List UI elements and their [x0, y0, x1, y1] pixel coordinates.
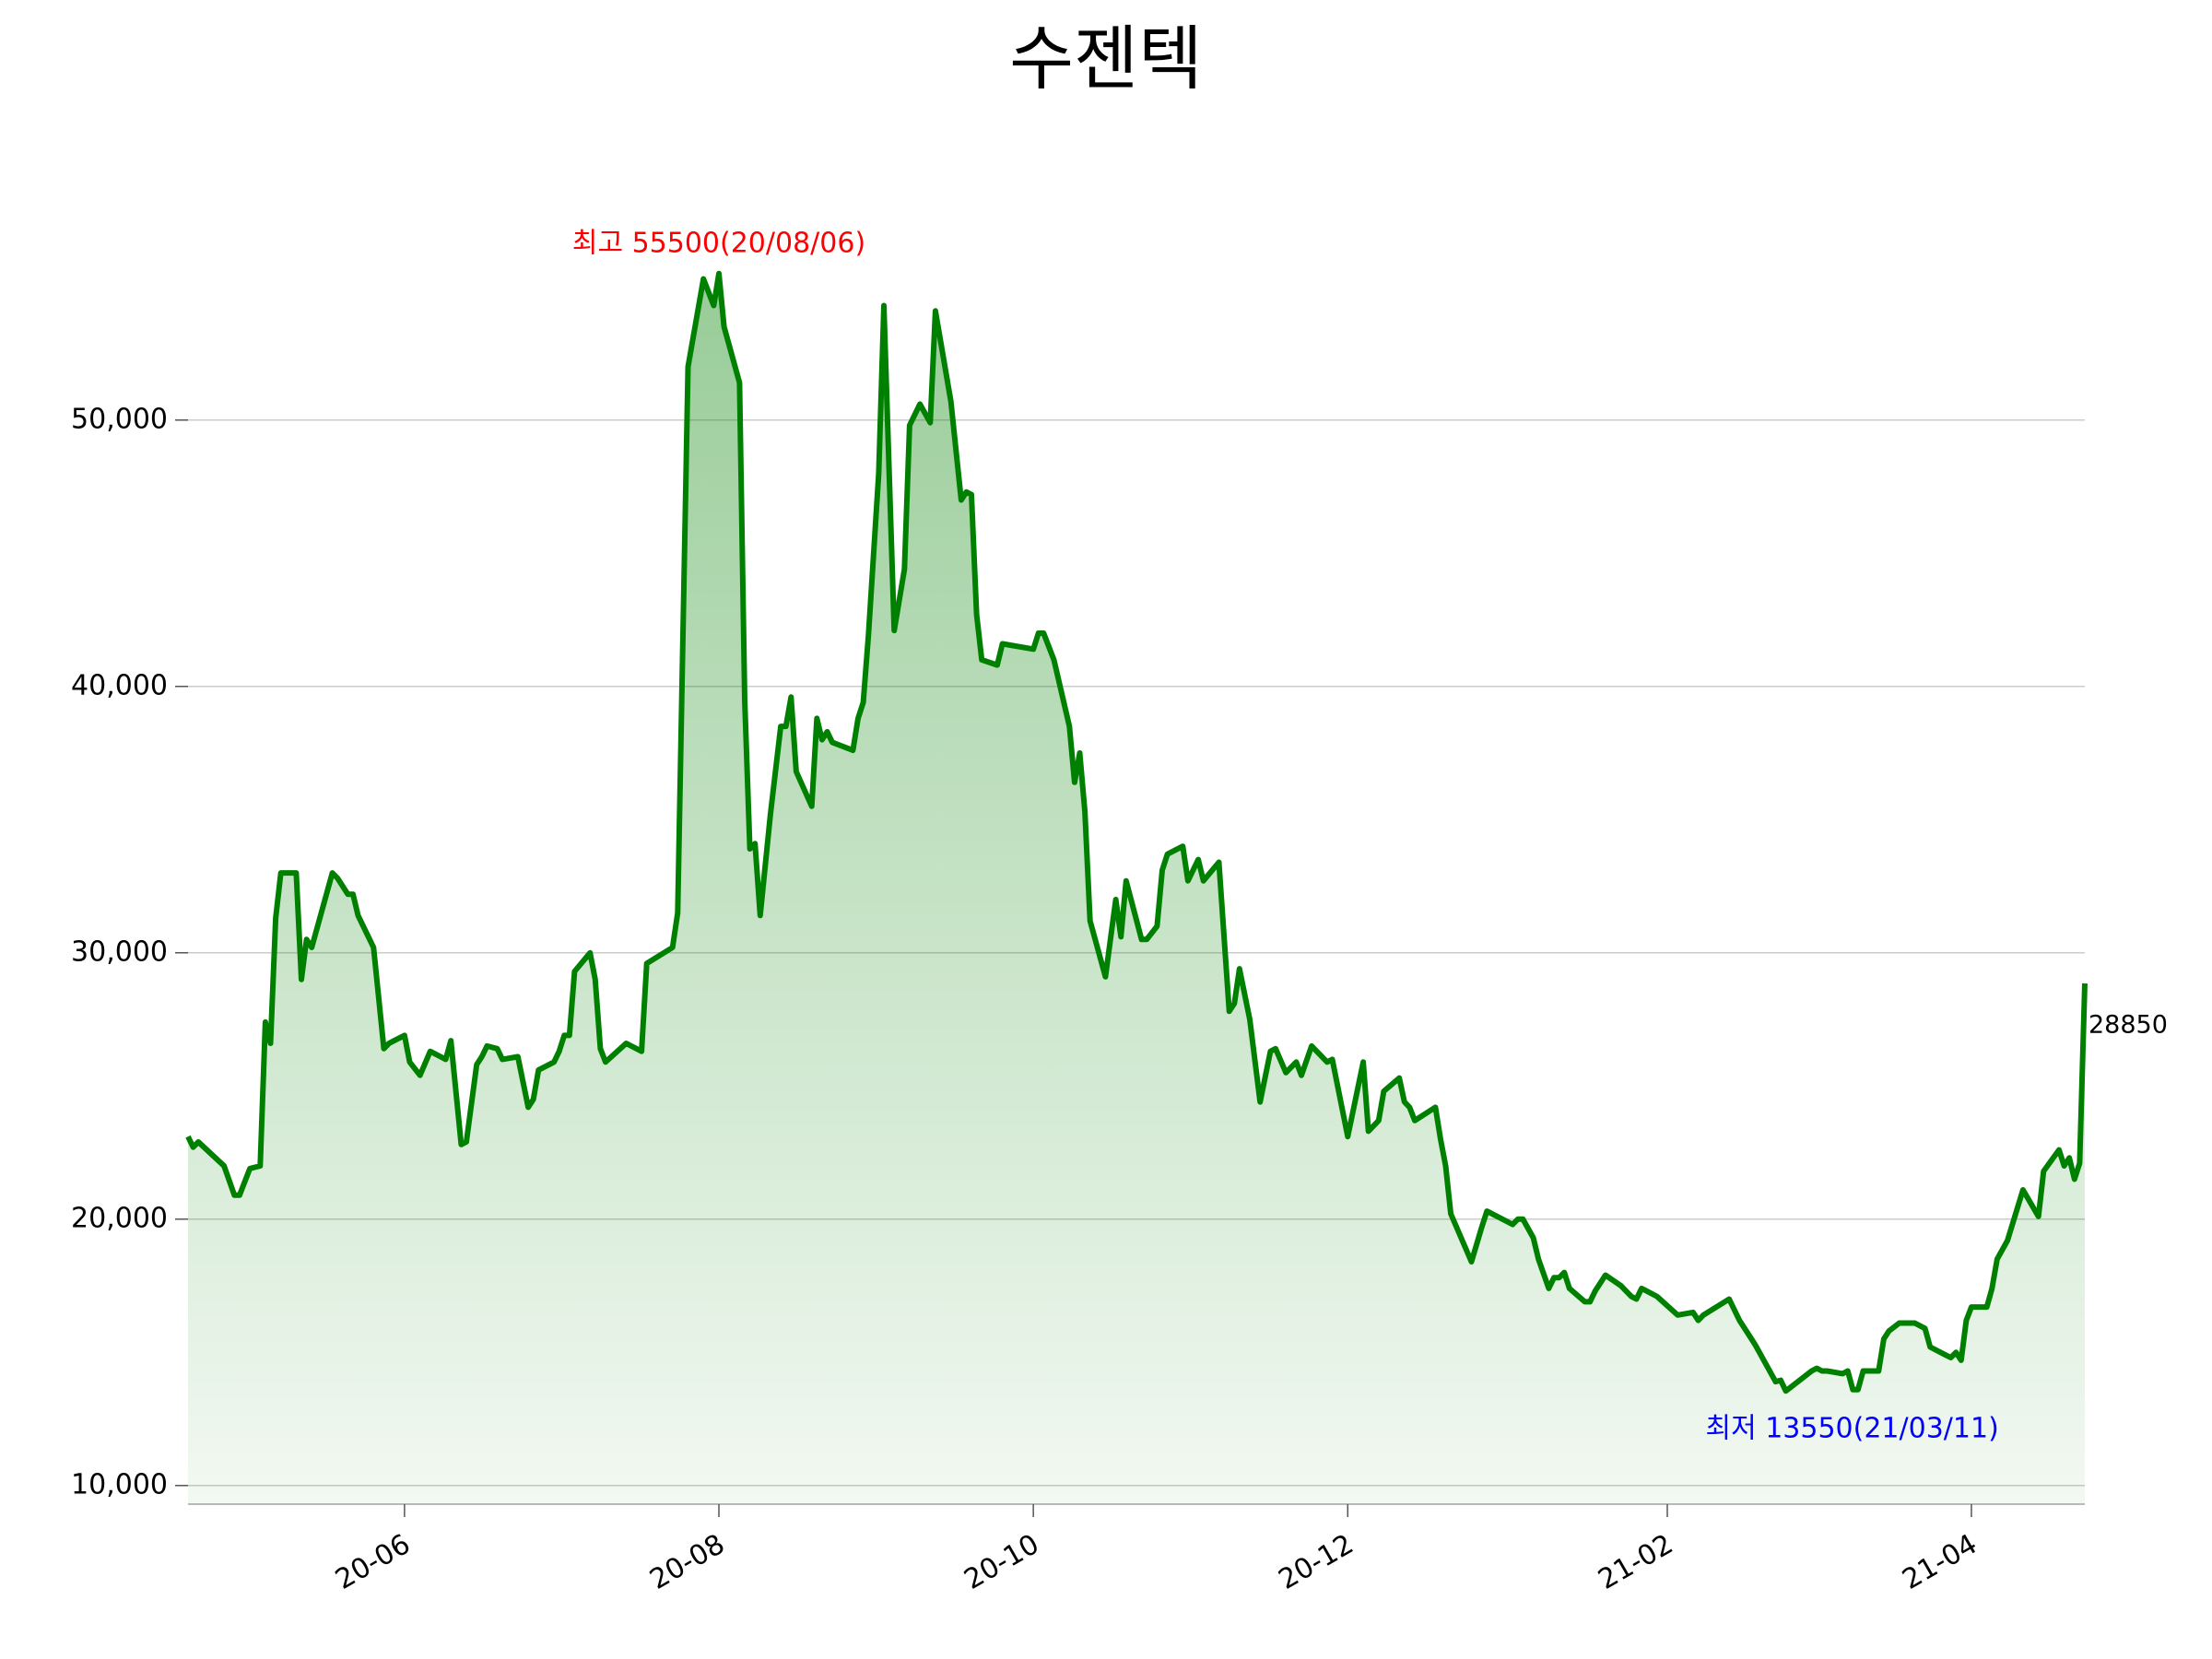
x-tick-label: 20-10	[959, 1528, 1044, 1596]
y-tick-label: 50,000	[71, 403, 168, 435]
x-tick-label: 20-12	[1274, 1528, 1359, 1596]
x-tick-label: 21-04	[1897, 1528, 1983, 1596]
min-annotation: 최저 13550(21/03/11)	[1705, 1413, 1998, 1445]
price-line	[185, 270, 2088, 1394]
y-tick-label: 40,000	[71, 669, 168, 701]
last-value-label: 28850	[2088, 1010, 2168, 1039]
y-tick-label: 10,000	[71, 1468, 168, 1500]
y-tick-label: 30,000	[71, 935, 168, 968]
max-annotation: 최고 55500(20/08/06)	[572, 227, 865, 259]
area-fill	[188, 273, 2085, 1504]
y-tick-label: 20,000	[71, 1202, 168, 1234]
chart-title: 수젠텍	[1009, 18, 1203, 100]
x-tick-label: 21-02	[1593, 1528, 1678, 1596]
x-tick-label: 20-08	[644, 1528, 730, 1596]
x-tick-label: 20-06	[330, 1528, 416, 1596]
